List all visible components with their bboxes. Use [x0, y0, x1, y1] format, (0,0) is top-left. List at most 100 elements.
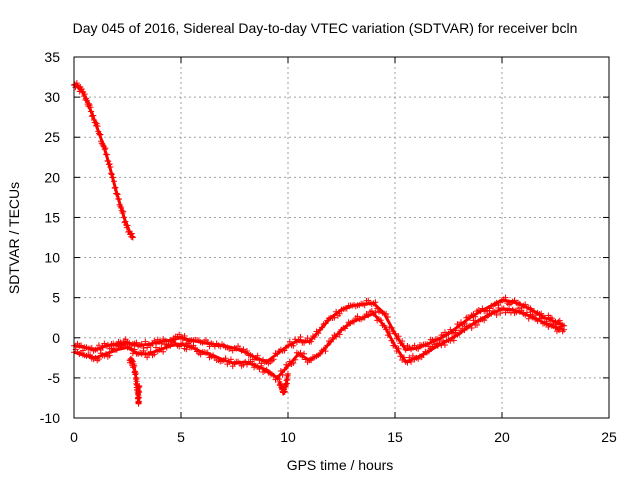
data-point [135, 394, 142, 401]
data-point [114, 191, 121, 198]
data-point [383, 326, 390, 333]
series-group [71, 305, 568, 383]
data-layer [71, 80, 568, 407]
data-point [290, 342, 297, 349]
data-point [495, 305, 502, 312]
data-point [87, 352, 94, 359]
data-point [113, 346, 120, 353]
data-point [256, 357, 263, 364]
data-point [399, 338, 406, 345]
data-point [94, 346, 101, 353]
data-point [502, 294, 509, 301]
data-point [324, 342, 331, 349]
data-point [322, 320, 329, 327]
data-point [317, 350, 324, 357]
data-point [181, 332, 188, 339]
data-point [493, 311, 500, 318]
data-point [281, 347, 288, 354]
x-tick-label: 15 [387, 429, 403, 445]
data-point [527, 311, 534, 318]
y-tick-label: 15 [44, 209, 60, 225]
series-group [276, 370, 291, 396]
data-point [116, 201, 123, 208]
data-point [523, 309, 530, 316]
data-point [122, 341, 129, 348]
data-point [374, 305, 381, 312]
y-axis-label: SDTVAR / TECUs [6, 182, 22, 294]
data-point [131, 346, 138, 353]
data-point [388, 337, 395, 344]
y-tick-label: 10 [44, 250, 60, 266]
x-axis-label: GPS time / hours [287, 457, 394, 473]
data-point [322, 348, 329, 355]
data-point [556, 317, 563, 324]
data-point [204, 349, 211, 356]
data-point [258, 362, 265, 369]
data-point [522, 301, 529, 308]
data-point [167, 342, 174, 349]
data-point [270, 356, 277, 363]
data-point [249, 360, 256, 367]
data-point [441, 341, 448, 348]
data-point [107, 164, 114, 171]
data-point [129, 350, 136, 357]
data-point [365, 312, 372, 319]
data-point [140, 347, 147, 354]
data-point [113, 190, 120, 197]
data-point [491, 308, 498, 315]
data-point [277, 367, 284, 374]
data-point [409, 352, 416, 359]
x-tick-label: 20 [494, 429, 510, 445]
data-point [286, 338, 293, 345]
data-point [445, 330, 452, 337]
series-group [71, 294, 568, 367]
data-point [461, 320, 468, 327]
data-point [136, 389, 143, 396]
x-tick-label: 5 [177, 429, 185, 445]
data-point [88, 344, 95, 351]
data-point [297, 333, 304, 340]
data-point [392, 342, 398, 349]
data-point [408, 358, 415, 365]
data-point [531, 308, 538, 315]
data-point [447, 326, 454, 333]
grid-layer [74, 57, 609, 418]
data-point [497, 310, 504, 317]
data-point [78, 342, 85, 349]
data-point [395, 345, 402, 352]
y-tick-label: 0 [52, 330, 60, 346]
data-point [243, 347, 250, 354]
data-point [415, 345, 422, 352]
data-point [122, 218, 129, 225]
data-point [142, 338, 149, 345]
data-point [128, 230, 135, 237]
data-point [308, 338, 315, 345]
data-point [372, 299, 379, 306]
y-tick-label: 25 [44, 129, 60, 145]
data-point [297, 349, 304, 356]
data-point [104, 341, 111, 348]
data-point [384, 313, 391, 320]
data-point [440, 338, 447, 345]
data-point [240, 346, 247, 353]
data-point [120, 208, 127, 215]
data-point [513, 309, 520, 316]
data-point [392, 330, 398, 337]
data-point [94, 123, 101, 130]
data-point [336, 331, 343, 338]
data-point [327, 338, 334, 345]
data-point [555, 318, 562, 325]
data-point [558, 323, 565, 330]
data-point [133, 339, 140, 346]
data-point [285, 362, 291, 369]
data-point [138, 340, 145, 347]
data-point [395, 333, 402, 340]
data-point [151, 337, 158, 344]
data-point [270, 372, 277, 379]
data-point [97, 131, 104, 138]
data-point [361, 302, 368, 309]
data-point [254, 352, 261, 359]
data-point [333, 308, 340, 315]
data-point [95, 342, 102, 349]
data-point [81, 91, 88, 98]
